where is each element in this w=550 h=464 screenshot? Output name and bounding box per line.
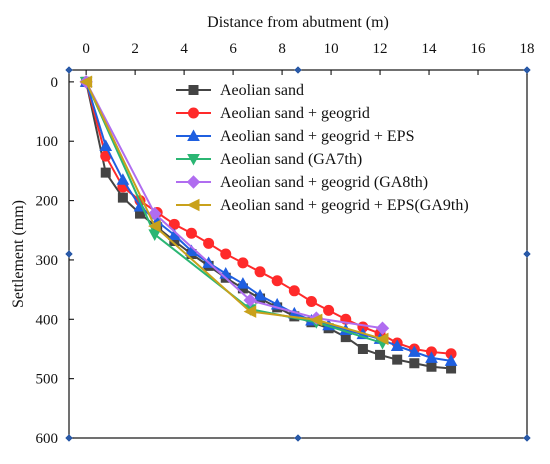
data-point <box>148 206 162 221</box>
x-axis-tick-label: 2 <box>131 41 139 57</box>
legend-item-1: Aeolian sand <box>176 82 304 99</box>
legend-swatch-marker <box>188 85 199 95</box>
series-layer <box>79 75 458 374</box>
legend-swatch-marker <box>187 129 200 141</box>
data-point <box>148 219 161 233</box>
x-axis-tick-label: 18 <box>520 41 535 57</box>
data-point <box>185 227 197 239</box>
legend-item-2: Aeolian sand + geogrid <box>176 105 370 122</box>
selection-handle[interactable] <box>523 250 531 258</box>
data-point <box>203 237 215 249</box>
x-axis-title: Distance from abutment (m) <box>207 14 389 31</box>
selection-handle[interactable] <box>523 66 531 74</box>
x-axis-tick-label: 4 <box>180 41 188 57</box>
x-axis-tick-label: 0 <box>82 41 90 57</box>
legend-swatch-marker <box>188 107 199 119</box>
x-axis-tick-label: 14 <box>422 41 438 57</box>
x-axis-ticks: 0 2 4 6 8 10 12 14 16 18 <box>82 41 535 75</box>
legend-label: Aeolian sand + geogrid + EPS <box>220 128 414 145</box>
legend-swatch-marker <box>186 198 200 212</box>
data-point <box>426 361 437 372</box>
selection-handle[interactable] <box>65 66 73 74</box>
data-point <box>309 313 323 327</box>
legend-label: Aeolian sand + geogrid <box>220 105 370 122</box>
selection-handle[interactable] <box>523 434 531 442</box>
data-point <box>409 358 420 369</box>
y-axis-tick-label: 200 <box>36 194 59 210</box>
data-point <box>357 343 368 354</box>
data-point <box>99 139 113 151</box>
data-point <box>407 345 421 357</box>
legend: Aeolian sand Aeolian sand + geogrid Aeolia… <box>176 82 469 214</box>
y-axis-tick-label: 0 <box>51 75 59 91</box>
data-point <box>243 305 257 318</box>
data-point <box>148 229 162 241</box>
y-axis-tick-label: 400 <box>36 312 59 328</box>
data-point <box>117 192 128 203</box>
x-axis-tick-label: 8 <box>278 41 286 57</box>
x-axis-tick-label: 12 <box>373 41 388 57</box>
series-6 <box>79 75 389 346</box>
data-point <box>323 304 335 316</box>
data-point <box>425 351 438 363</box>
legend-label: Aeolian sand + geogrid (GA8th) <box>220 174 428 191</box>
data-point <box>253 289 267 301</box>
legend-swatch-marker <box>186 175 201 189</box>
legend-label: Aeolian sand <box>220 82 304 99</box>
selection-handle[interactable] <box>294 434 302 442</box>
data-point <box>79 75 93 89</box>
data-point <box>375 332 389 346</box>
data-point <box>390 339 404 351</box>
legend-item-6: Aeolian sand + geogrid + EPS(GA9th) <box>176 197 469 214</box>
data-point <box>116 173 130 185</box>
corner-markers <box>65 66 531 442</box>
legend-item-3: Aeolian sand + geogrid + EPS <box>176 128 414 145</box>
data-point <box>375 321 390 335</box>
selection-handle[interactable] <box>65 250 73 258</box>
selection-handle[interactable] <box>65 434 73 442</box>
y-axis-tick-label: 300 <box>36 253 59 269</box>
x-axis-tick-label: 10 <box>324 41 339 57</box>
data-point <box>100 167 111 178</box>
x-axis-tick-label: 6 <box>229 41 237 57</box>
data-point <box>236 277 250 289</box>
legend-label: Aeolian sand + geogrid + EPS(GA9th) <box>220 197 469 214</box>
data-point <box>444 354 458 366</box>
data-point <box>288 285 300 297</box>
data-point <box>220 248 232 260</box>
x-axis-tick-label: 16 <box>471 41 487 57</box>
y-axis-tick-label: 100 <box>36 134 59 150</box>
legend-label: Aeolian sand (GA7th) <box>220 151 362 168</box>
y-axis-tick-label: 500 <box>36 372 59 388</box>
data-point <box>392 354 403 365</box>
data-point <box>271 275 283 287</box>
legend-item-4: Aeolian sand (GA7th) <box>176 151 362 168</box>
y-axis-tick-label: 600 <box>36 431 59 447</box>
data-point <box>375 349 386 360</box>
y-axis-title: Settlement (mm) <box>10 200 27 308</box>
legend-item-5: Aeolian sand + geogrid (GA8th) <box>176 174 428 191</box>
selection-handle[interactable] <box>294 66 302 74</box>
y-axis-ticks: 0 100 200 300 400 500 600 <box>36 75 74 447</box>
legend-swatch-marker <box>187 154 200 166</box>
data-point <box>237 257 249 269</box>
data-point <box>243 293 257 308</box>
data-point <box>254 266 266 278</box>
data-point <box>305 295 317 307</box>
